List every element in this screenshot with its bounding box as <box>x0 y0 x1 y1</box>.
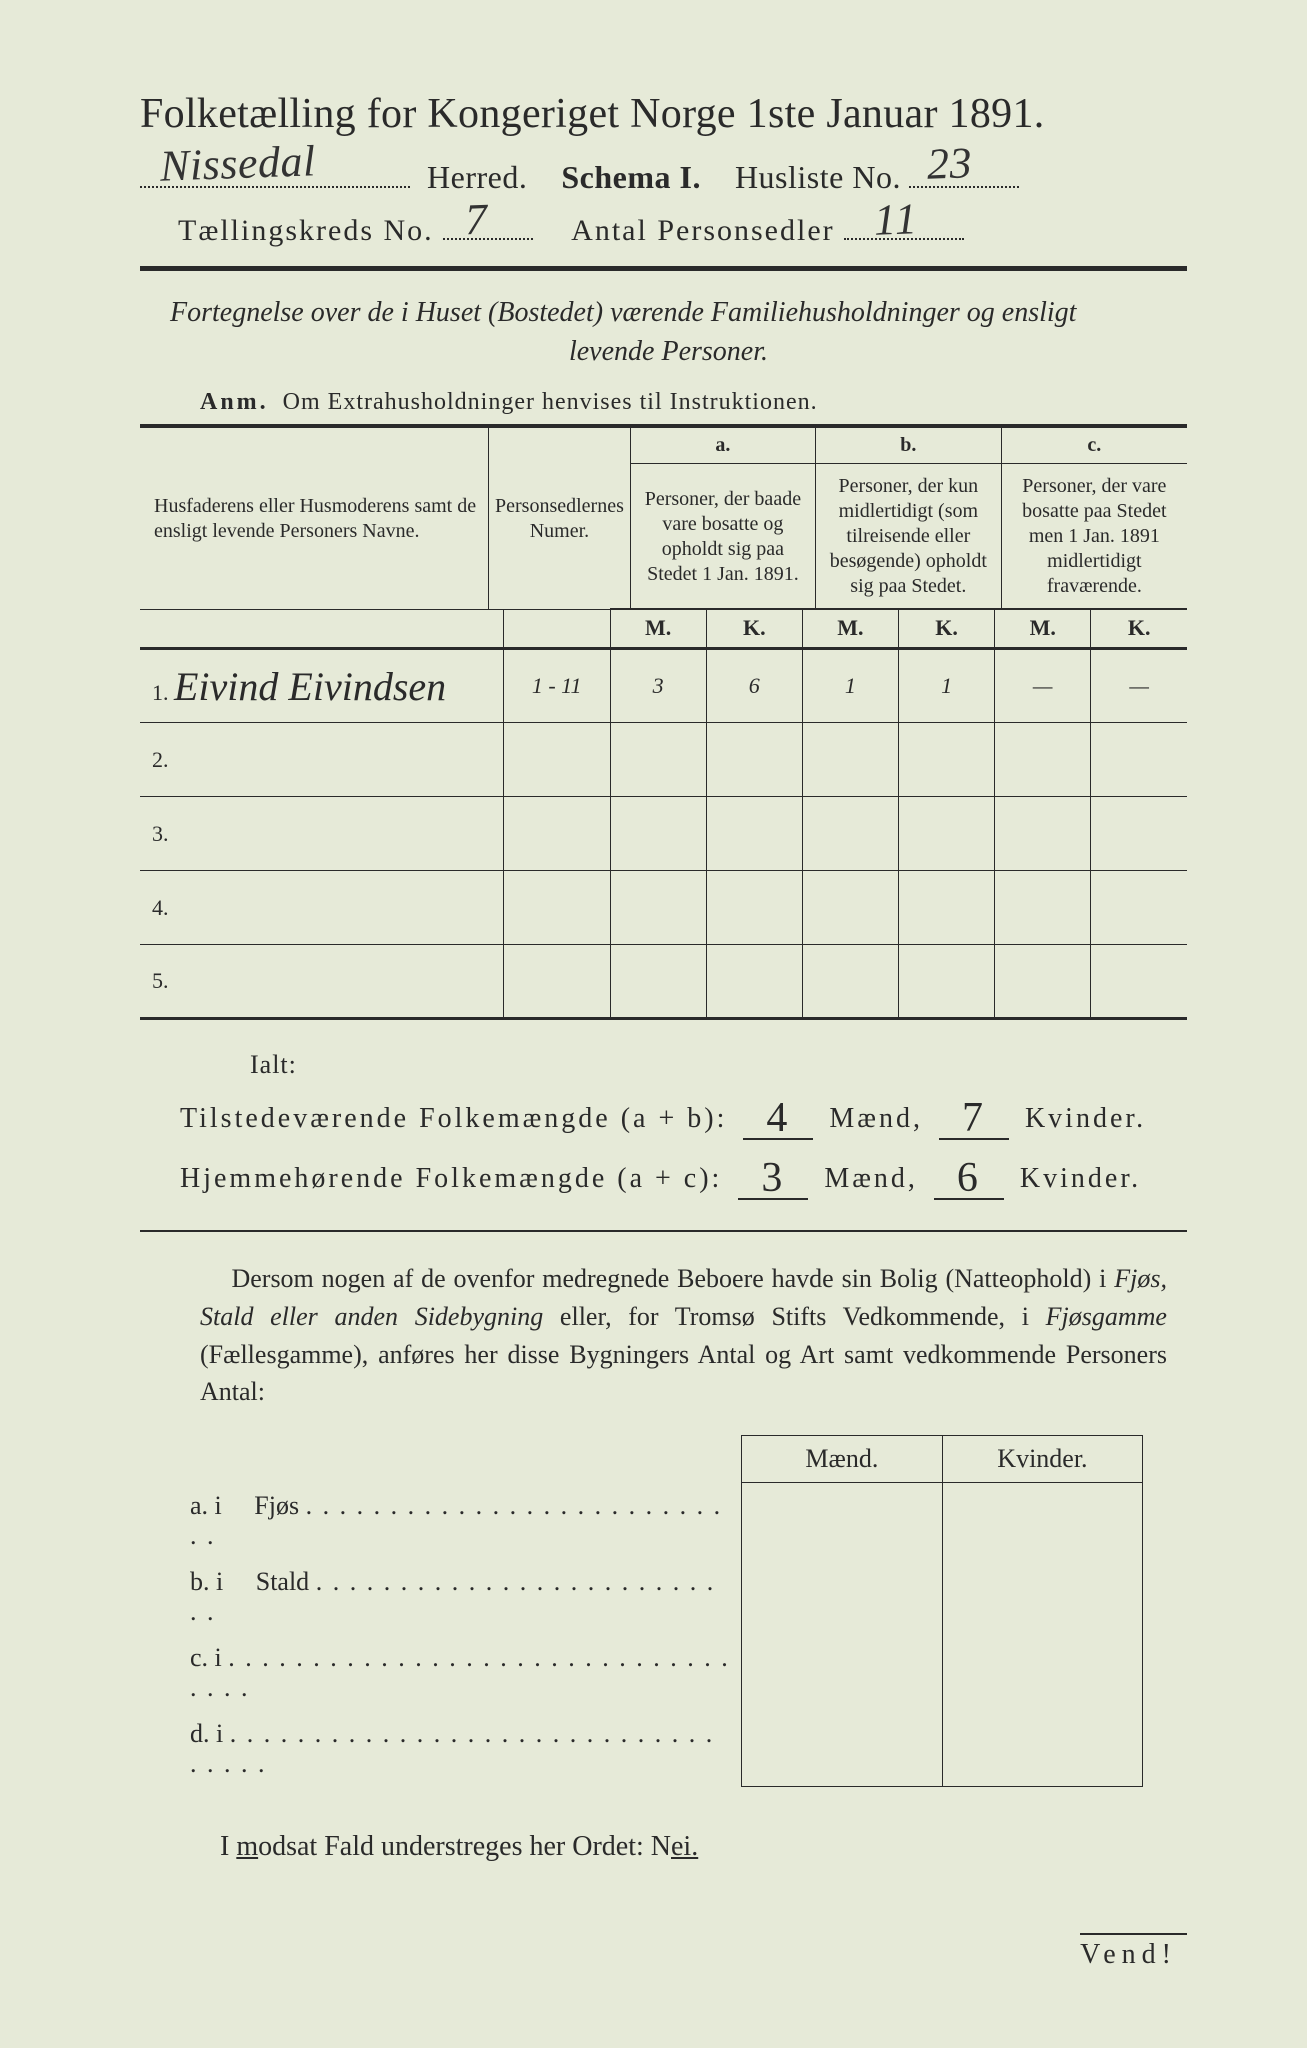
summary-resident: Hjemmehørende Folkemængde (a + c): 3 Mæn… <box>180 1150 1187 1200</box>
table-row: 4. <box>140 871 1187 945</box>
col-names: Husfaderens eller Husmoderens samt de en… <box>140 426 489 610</box>
table-row: 2. <box>140 723 1187 797</box>
husliste-field: 23 <box>909 156 1019 188</box>
page-title: Folketælling for Kongeriget Norge 1ste J… <box>140 90 1187 138</box>
lower-row: b. i Stald . . . . . . . . . . . . . . .… <box>180 1559 1143 1635</box>
herred-label: Herred. <box>427 159 527 195</box>
header-line-3: Tællingskreds No. 7 Antal Personsedler 1… <box>140 210 1187 248</box>
rule-1 <box>140 266 1187 271</box>
kreds-label: Tællingskreds No. <box>178 214 434 247</box>
table-row: 5. <box>140 945 1187 1019</box>
col-b: Personer, der kun midlertidigt (som tilr… <box>815 464 1001 610</box>
paragraph: Dersom nogen af de ovenfor medregnede Be… <box>200 1260 1167 1411</box>
main-table: Husfaderens eller Husmoderens samt de en… <box>140 424 1187 610</box>
subtitle: Fortegnelse over de i Huset (Bostedet) v… <box>170 293 1167 371</box>
col-kvinder: Kvinder. <box>942 1436 1143 1483</box>
kreds-field: 7 <box>443 210 533 240</box>
antal-label: Antal Personsedler <box>571 214 834 247</box>
summary-present: Tilstedeværende Folkemængde (a + b): 4 M… <box>180 1090 1187 1140</box>
table-row: 1. Eivind Eivindsen 1 - 11 3 6 1 1 — — <box>140 649 1187 723</box>
antal-field: 11 <box>844 210 964 240</box>
ialt-label: Ialt: <box>250 1050 1187 1080</box>
col-a: Personer, der baade vare bosatte og opho… <box>630 464 815 610</box>
table-row: 3. <box>140 797 1187 871</box>
lower-table: Mænd. Kvinder. a. i Fjøs . . . . . . . .… <box>180 1435 1143 1787</box>
rule-2 <box>140 1230 1187 1232</box>
col-nums: Personsedlernes Numer. <box>489 426 631 610</box>
herred-field: Nissedal <box>140 156 410 188</box>
lower-row: d. i . . . . . . . . . . . . . . . . . .… <box>180 1711 1143 1787</box>
lower-row: c. i . . . . . . . . . . . . . . . . . .… <box>180 1635 1143 1711</box>
vend-label: Vend! <box>1080 1933 1187 1971</box>
col-c: Personer, der vare bosatte paa Stedet me… <box>1001 464 1187 610</box>
census-page: Folketælling for Kongeriget Norge 1ste J… <box>0 0 1307 2048</box>
col-maend: Mænd. <box>742 1436 943 1483</box>
lower-row: a. i Fjøs . . . . . . . . . . . . . . . … <box>180 1483 1143 1559</box>
schema-label: Schema I. <box>561 159 701 195</box>
husliste-label: Husliste No. <box>735 159 901 195</box>
anm-line: Anm. Om Extrahusholdninger henvises til … <box>200 389 1187 416</box>
main-table-body: M. K. M. K. M. K. 1. Eivind Eivindsen 1 … <box>140 608 1187 1020</box>
nei-line: I modsat Fald understreges her Ordet: Ne… <box>220 1831 1187 1863</box>
header-line-2: Nissedal Herred. Schema I. Husliste No. … <box>140 156 1187 196</box>
